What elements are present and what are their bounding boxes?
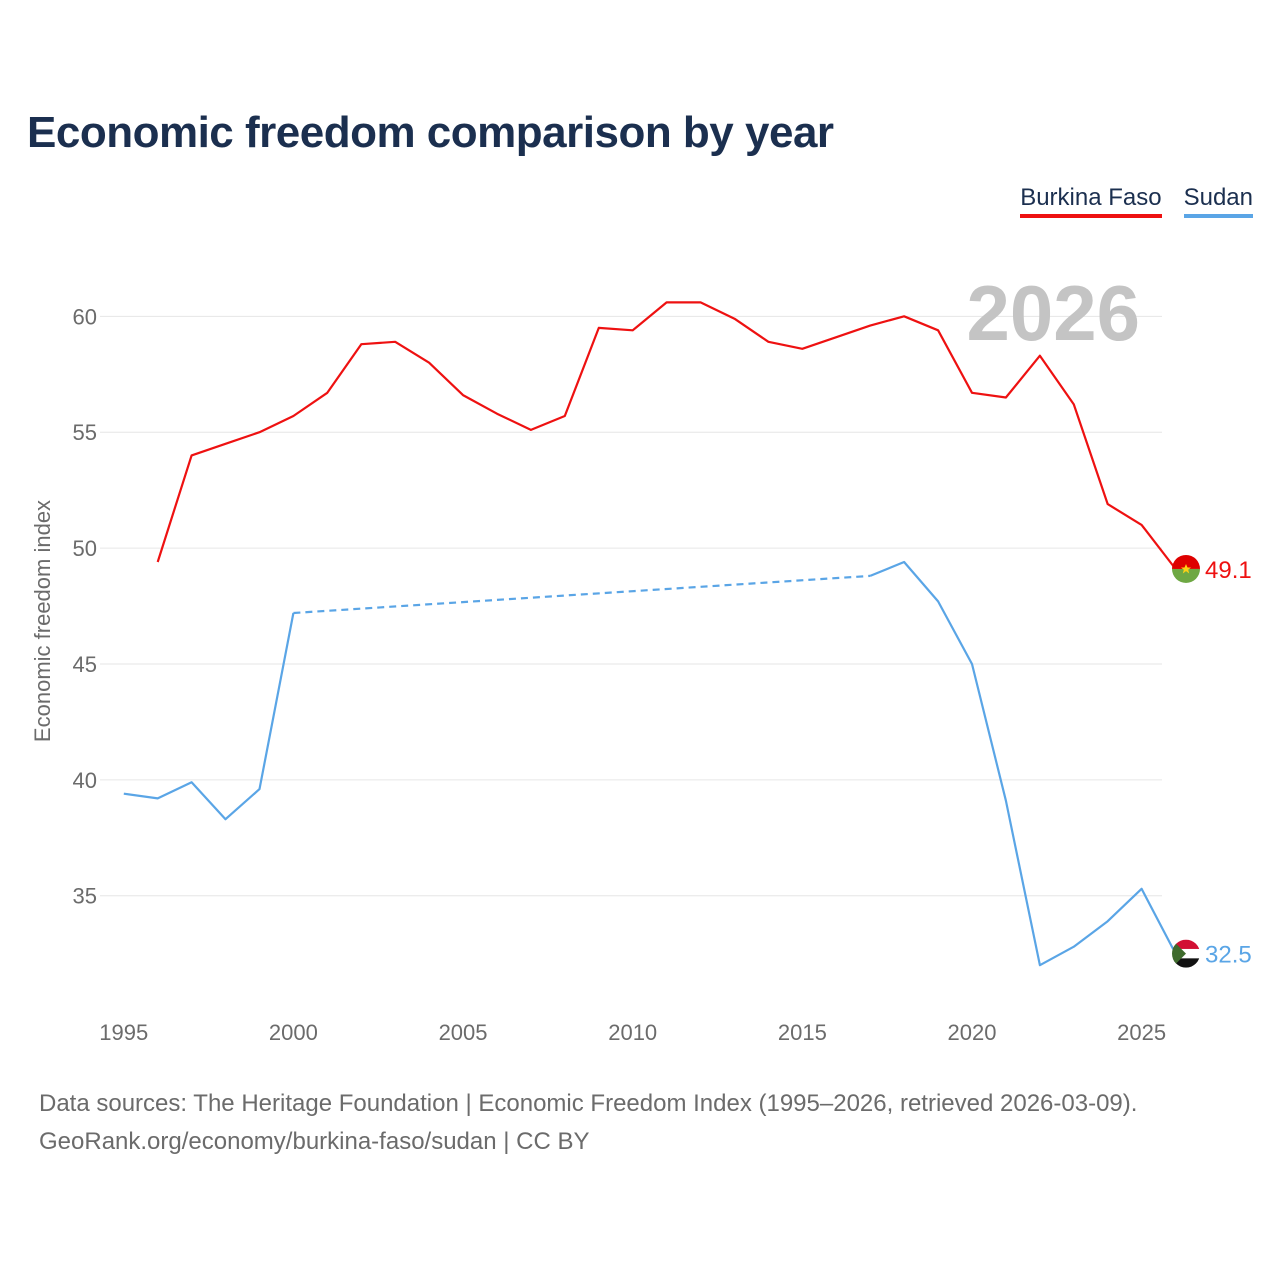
x-tick-label: 2020 bbox=[948, 1020, 997, 1045]
year-watermark: 2026 bbox=[966, 269, 1140, 357]
credit-line: GeoRank.org/economy/burkina-faso/sudan |… bbox=[39, 1128, 590, 1155]
y-tick-label: 50 bbox=[73, 536, 97, 561]
legend-item-burkina-faso[interactable]: Burkina Faso bbox=[1020, 184, 1162, 218]
y-tick-label: 40 bbox=[73, 768, 97, 793]
end-label-burkina-faso: 49.1 bbox=[1205, 557, 1252, 584]
sudan-flag-icon bbox=[1172, 939, 1200, 968]
x-tick-label: 2005 bbox=[439, 1020, 488, 1045]
sudan-line bbox=[123, 612, 295, 821]
y-tick-label: 45 bbox=[73, 652, 97, 677]
source-note: Data sources: The Heritage Foundation | … bbox=[39, 1085, 1137, 1161]
end-flags bbox=[1172, 554, 1200, 968]
end-label-sudan: 32.5 bbox=[1205, 942, 1252, 969]
sudan-gap-line bbox=[293, 574, 871, 615]
y-tick-label: 55 bbox=[73, 420, 97, 445]
legend: Burkina Faso Sudan bbox=[1020, 184, 1253, 218]
series-lines bbox=[123, 301, 1186, 967]
x-tick-label: 2015 bbox=[778, 1020, 827, 1045]
chart-title: Economic freedom comparison by year bbox=[27, 108, 834, 157]
gridlines bbox=[100, 315, 1162, 897]
x-tick-label: 2010 bbox=[608, 1020, 657, 1045]
y-axis-ticks: 35 40 45 50 55 60 bbox=[73, 304, 97, 908]
legend-item-sudan[interactable]: Sudan bbox=[1183, 184, 1253, 218]
x-axis-ticks: 1995 2000 2005 2010 2015 2020 2025 bbox=[99, 1020, 1166, 1045]
source-line: Data sources: The Heritage Foundation | … bbox=[39, 1090, 1138, 1117]
y-tick-label: 60 bbox=[73, 304, 97, 329]
burkina-faso-flag-icon bbox=[1172, 554, 1200, 583]
x-tick-label: 1995 bbox=[99, 1020, 148, 1045]
burkina-faso-line bbox=[156, 301, 1177, 570]
x-tick-label: 2000 bbox=[269, 1020, 318, 1045]
y-tick-label: 35 bbox=[73, 884, 97, 909]
x-tick-label: 2025 bbox=[1117, 1020, 1166, 1045]
sudan-line bbox=[869, 560, 1177, 967]
y-axis-label: Economic freedom index bbox=[30, 500, 55, 742]
